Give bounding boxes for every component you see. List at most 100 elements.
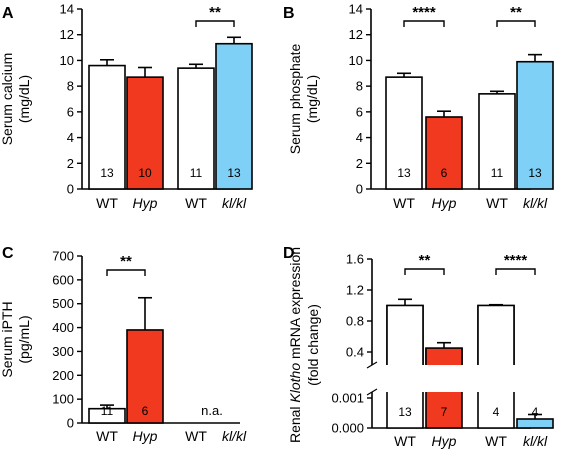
x-tick-label-d-2: WT [485, 433, 507, 449]
panel-letter-c: C [2, 245, 14, 262]
axis-break-top-d [366, 361, 378, 369]
y-tick-label-b-8: 8 [356, 79, 363, 94]
bar-upper-fill-d-1 [426, 348, 462, 365]
n-label-c-0: 11 [101, 404, 114, 418]
bar-a-2 [177, 67, 215, 190]
n-label-d-0: 13 [398, 405, 412, 419]
n-label-d-1: 7 [441, 405, 448, 419]
x-tick-label-c-0: WT [96, 428, 118, 444]
x-tick-label-c-1: Hyp [133, 428, 158, 444]
y-axis-label-d-part-2: mRNA expression [287, 247, 303, 363]
y-tick-label-upper-d-3: 1.6 [346, 252, 364, 267]
panel-letter-a: A [2, 5, 14, 22]
bar-b-1 [425, 116, 463, 190]
bar-upper-fill-d-0 [387, 305, 423, 365]
bar-a-3 [215, 42, 253, 190]
x-tick-label-a-1: Hyp [133, 195, 158, 211]
n-label-a-3: 13 [227, 166, 241, 180]
y-tick-label-a-6: 6 [67, 104, 74, 119]
bar-b-0 [385, 76, 423, 190]
sig-label-b-1: ** [510, 4, 522, 21]
bar-lower-d-2 [477, 392, 515, 429]
y-tick-label-b-14: 14 [349, 2, 363, 17]
sig-bracket-b-0 [403, 20, 445, 27]
bar-upper-fill-d-2 [478, 305, 514, 365]
y-axis-label-b-1: (mg/dL) [304, 75, 320, 123]
y-tick-label-b-6: 6 [356, 104, 363, 119]
sig-bracket-a-0 [195, 20, 235, 27]
x-tick-label-d-1: Hyp [432, 433, 457, 449]
x-tick-label-d-0: WT [394, 433, 416, 449]
x-tick-label-a-3: kl/kl [222, 195, 247, 211]
y-tick-label-a-12: 12 [60, 27, 74, 42]
y-tick-label-c-300: 300 [52, 344, 74, 359]
y-tick-label-a-8: 8 [67, 79, 74, 94]
x-tick-label-c-2: WT [185, 428, 207, 444]
y-tick-label-a-2: 2 [67, 156, 74, 171]
sig-label-d-0: ** [419, 252, 431, 269]
y-axis-label-d-part-0: Renal [287, 403, 303, 443]
sig-bracket-b-1 [496, 20, 536, 27]
x-tick-label-d-3: kl/kl [523, 433, 548, 449]
n-label-b-2: 11 [491, 166, 504, 180]
y-axis-label-b-0: Serum phosphate [287, 44, 303, 155]
n-label-b-1: 6 [441, 166, 448, 180]
n-label-a-1: 10 [138, 166, 152, 180]
y-axis-label-d-part-1: Klotho [287, 363, 303, 403]
y-tick-label-a-4: 4 [67, 130, 74, 145]
y-axis-label-c-1: (pg/mL) [16, 315, 32, 363]
sig-label-a-0: ** [209, 4, 221, 21]
sig-label-d-1: **** [504, 252, 528, 269]
n-label-d-2: 4 [493, 405, 500, 419]
bar-c-1 [126, 329, 164, 424]
sig-bracket-d-0 [404, 268, 445, 275]
n-label-a-0: 13 [100, 166, 114, 180]
sig-bracket-d-1 [495, 268, 536, 275]
y-tick-label-c-100: 100 [52, 392, 74, 407]
y-axis-label-a-1: (mg/dL) [16, 75, 32, 123]
y-tick-label-c-0: 0 [67, 416, 74, 431]
y-tick-label-c-600: 600 [52, 272, 74, 287]
y-tick-label-upper-d-1: 0.8 [346, 314, 364, 329]
axis-break-bottom-d [366, 388, 378, 396]
y-axis-label-a-0: Serum calcium [0, 53, 15, 146]
y-axis-label-c-0: Serum iPTH [0, 301, 15, 377]
y-tick-label-c-700: 700 [52, 249, 74, 264]
x-tick-label-a-2: WT [185, 195, 207, 211]
x-tick-label-b-3: kl/kl [523, 195, 548, 211]
sig-label-b-0: **** [412, 4, 436, 21]
x-tick-label-b-1: Hyp [432, 195, 457, 211]
bar-lower-d-0 [386, 392, 424, 429]
panel-letter-d: D [283, 245, 295, 262]
y-tick-label-c-200: 200 [52, 368, 74, 383]
n-label-b-3: 13 [528, 166, 542, 180]
y-tick-label-a-10: 10 [60, 53, 74, 68]
y-tick-label-c-500: 500 [52, 296, 74, 311]
y-tick-label-a-14: 14 [60, 2, 74, 17]
x-tick-label-b-0: WT [393, 195, 415, 211]
y-tick-label-a-0: 0 [67, 182, 74, 197]
x-tick-label-c-3: kl/kl [222, 428, 247, 444]
bar-b-2 [478, 93, 516, 190]
bar-lower-d-1 [425, 392, 463, 429]
x-tick-label-b-2: WT [486, 195, 508, 211]
y-tick-label-b-12: 12 [349, 27, 363, 42]
bar-d-3 [516, 418, 554, 429]
y-tick-label-upper-d-0: 0.4 [346, 345, 364, 360]
n-label-a-2: 11 [190, 166, 203, 180]
y-tick-label-b-10: 10 [349, 53, 363, 68]
x-tick-label-a-0: WT [96, 195, 118, 211]
y-axis-label-d-1: (fold change) [305, 304, 321, 386]
y-tick-label-b-0: 0 [356, 182, 363, 197]
sig-label-c-0: ** [120, 253, 132, 270]
sig-bracket-c-0 [106, 269, 146, 276]
y-tick-label-upper-d-2: 1.2 [346, 283, 364, 298]
panel-letter-b: B [283, 5, 295, 22]
y-tick-label-lower-d-1: 0.001 [331, 391, 364, 406]
y-tick-label-b-4: 4 [356, 130, 363, 145]
y-tick-label-lower-d-0: 0.000 [331, 421, 364, 436]
y-axis-label-d-0: Renal Klotho mRNA expression [287, 247, 303, 443]
n-label-b-0: 13 [397, 166, 411, 180]
na-label-c: n.a. [201, 403, 223, 418]
